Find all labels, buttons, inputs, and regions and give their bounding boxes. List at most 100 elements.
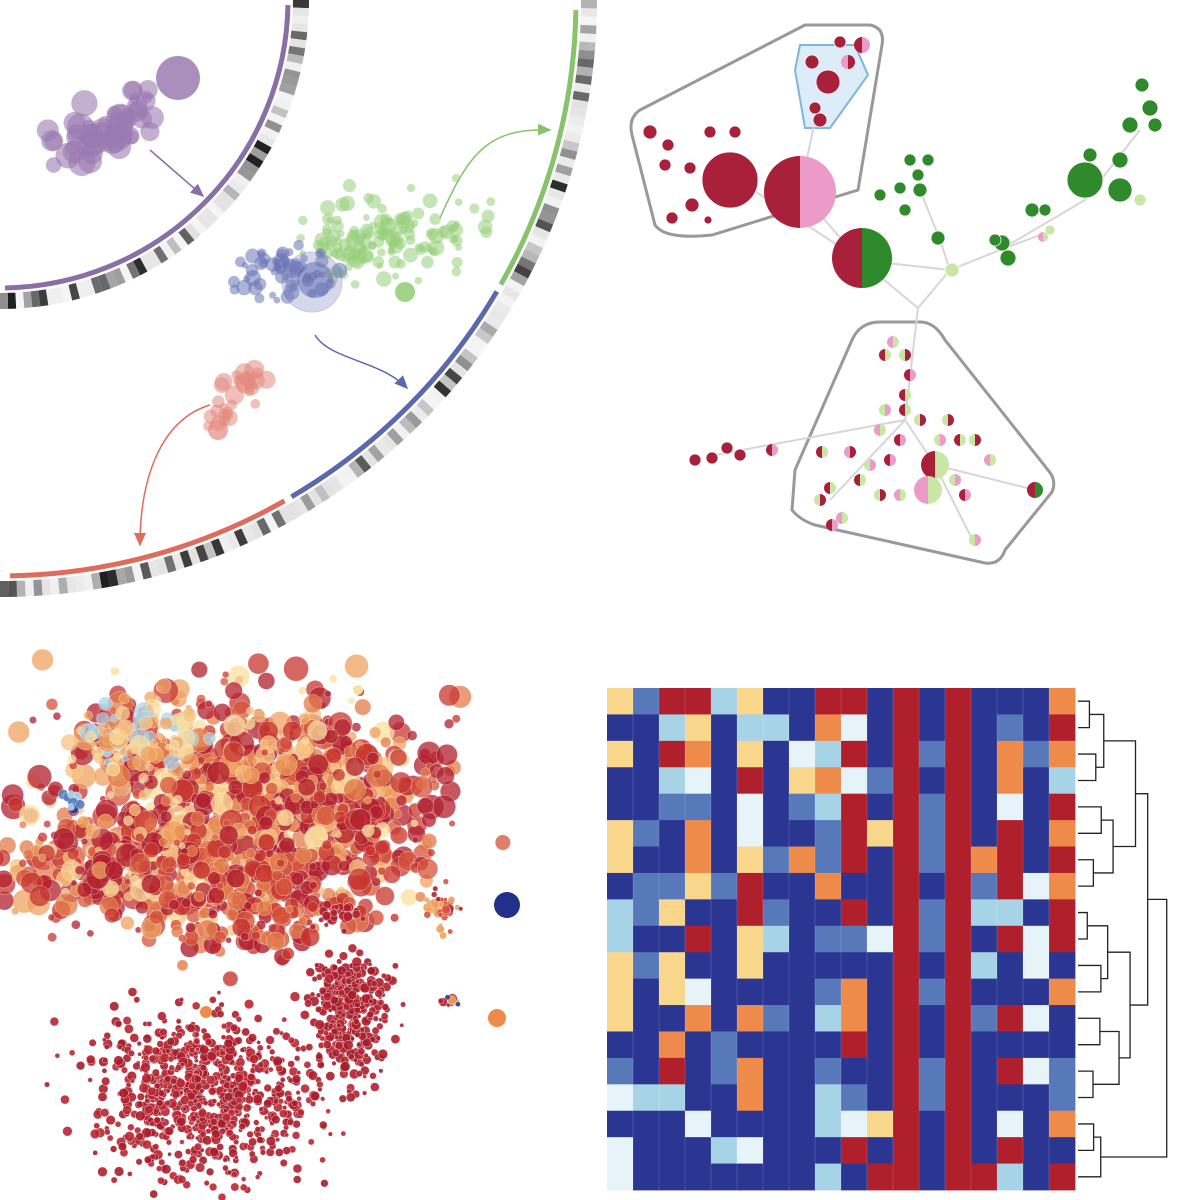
scatter-dot (327, 1131, 333, 1137)
heatmap-cell (1049, 872, 1076, 900)
heatmap-cell (1049, 714, 1076, 742)
scatter-dot (52, 711, 62, 721)
scatter-dot (188, 1155, 198, 1164)
chromosome-band (57, 577, 69, 595)
chromosome-arc (4, 4, 291, 291)
heatmap-cell (1023, 1057, 1050, 1085)
heatmap-cell (711, 952, 738, 980)
heatmap-cell (737, 740, 764, 768)
chromosome-band (334, 470, 351, 488)
chromosome-band (256, 517, 272, 536)
scatter-dot (149, 1120, 156, 1127)
heatmap-cell (633, 872, 660, 900)
heatmap-cell (711, 1110, 738, 1138)
scatter-dot (101, 1076, 111, 1086)
heatmap-cell (893, 872, 920, 900)
cluster-dot (426, 229, 434, 237)
cluster-dot (283, 273, 294, 284)
heatmap-cell (633, 978, 660, 1006)
heatmap-cell (659, 1031, 686, 1059)
network-node-half (1035, 482, 1043, 498)
network-node (1066, 161, 1104, 199)
chromosome-band (488, 307, 507, 323)
cluster-dot (376, 271, 392, 287)
heatmap-cell (893, 1163, 920, 1191)
scatter-dot (144, 1098, 150, 1104)
heatmap-cell (763, 1110, 790, 1138)
chromosome-band (465, 341, 483, 358)
scatter-dot (216, 1101, 222, 1107)
scatter-dot (193, 1031, 200, 1038)
heatmap-cell (737, 1005, 764, 1032)
scatter-dot (277, 1098, 284, 1105)
scatter-dot (211, 1098, 218, 1104)
scatter-dot (246, 706, 256, 716)
scatter-dot (146, 1021, 153, 1027)
network-node-half (984, 454, 990, 466)
network-node (728, 125, 742, 139)
heatmap-cell (997, 899, 1024, 927)
heatmap-cell (867, 688, 894, 715)
scatter-dot (77, 815, 90, 828)
scatter-dot (377, 999, 385, 1006)
scatter-dot (319, 1120, 328, 1130)
cluster-dot (395, 282, 415, 302)
scatter-dot (334, 980, 340, 986)
scatter-dot (157, 1176, 165, 1185)
scatter-dot (102, 1037, 107, 1042)
scatter-dot (272, 1027, 281, 1036)
cluster-dot (469, 203, 480, 214)
scatter-dot (371, 877, 381, 887)
scatter-dot (165, 1048, 171, 1054)
scatter-dot (325, 1071, 336, 1081)
scatter-dot (362, 1037, 372, 1048)
network-node (804, 54, 820, 70)
heatmap-cell (737, 846, 764, 874)
scatter-dot (242, 1103, 252, 1113)
scatter-dot (226, 1129, 234, 1137)
scatter-dot (343, 745, 356, 758)
scatter-dot (88, 1038, 97, 1047)
heatmap-cell (867, 793, 894, 821)
heatmap-cell (971, 978, 998, 1006)
heatmap-cell (607, 925, 634, 953)
chromosome-band (513, 263, 532, 279)
chromosome-band (139, 561, 152, 580)
heatmap-cell (945, 899, 972, 927)
scatter-dot (412, 836, 419, 844)
cluster-dot (332, 215, 342, 225)
scatter-dot (158, 1089, 166, 1097)
heatmap-cell (789, 952, 816, 980)
heatmap-cell (633, 740, 660, 768)
scatter-dot (239, 1047, 245, 1053)
heatmap-cell (919, 820, 946, 847)
heatmap-cell (867, 846, 894, 874)
heatmap-cell (607, 767, 634, 795)
heatmap-cell (737, 872, 764, 900)
heatmap-cell (841, 952, 868, 980)
network-node-half (1043, 232, 1048, 242)
heatmap-cell (659, 952, 686, 980)
heatmap-cell (659, 1084, 686, 1112)
scatter-dot (297, 778, 316, 797)
scatter-dot (253, 709, 267, 723)
heatmap-cell (789, 925, 816, 953)
cluster-dot (346, 229, 360, 243)
chromosome-band (172, 232, 189, 250)
heatmap-cell (763, 872, 790, 900)
scatter-dot (282, 720, 303, 741)
heatmap-cell (1023, 1005, 1050, 1032)
chromosome-band (341, 465, 358, 483)
scatter-dot (96, 712, 110, 726)
heatmap-cell (1023, 1163, 1050, 1191)
scatter-dot (275, 753, 298, 776)
heatmap-cell (659, 1163, 686, 1191)
heatmap-cell (815, 767, 842, 795)
scatter-dot (271, 1115, 281, 1125)
scatter-dot (170, 1077, 178, 1085)
heatmap-cell (971, 688, 998, 715)
chromosome-band (218, 535, 233, 554)
scatter-dot (271, 869, 283, 881)
scatter-dot (287, 1036, 295, 1044)
heatmap-cell (789, 820, 816, 847)
